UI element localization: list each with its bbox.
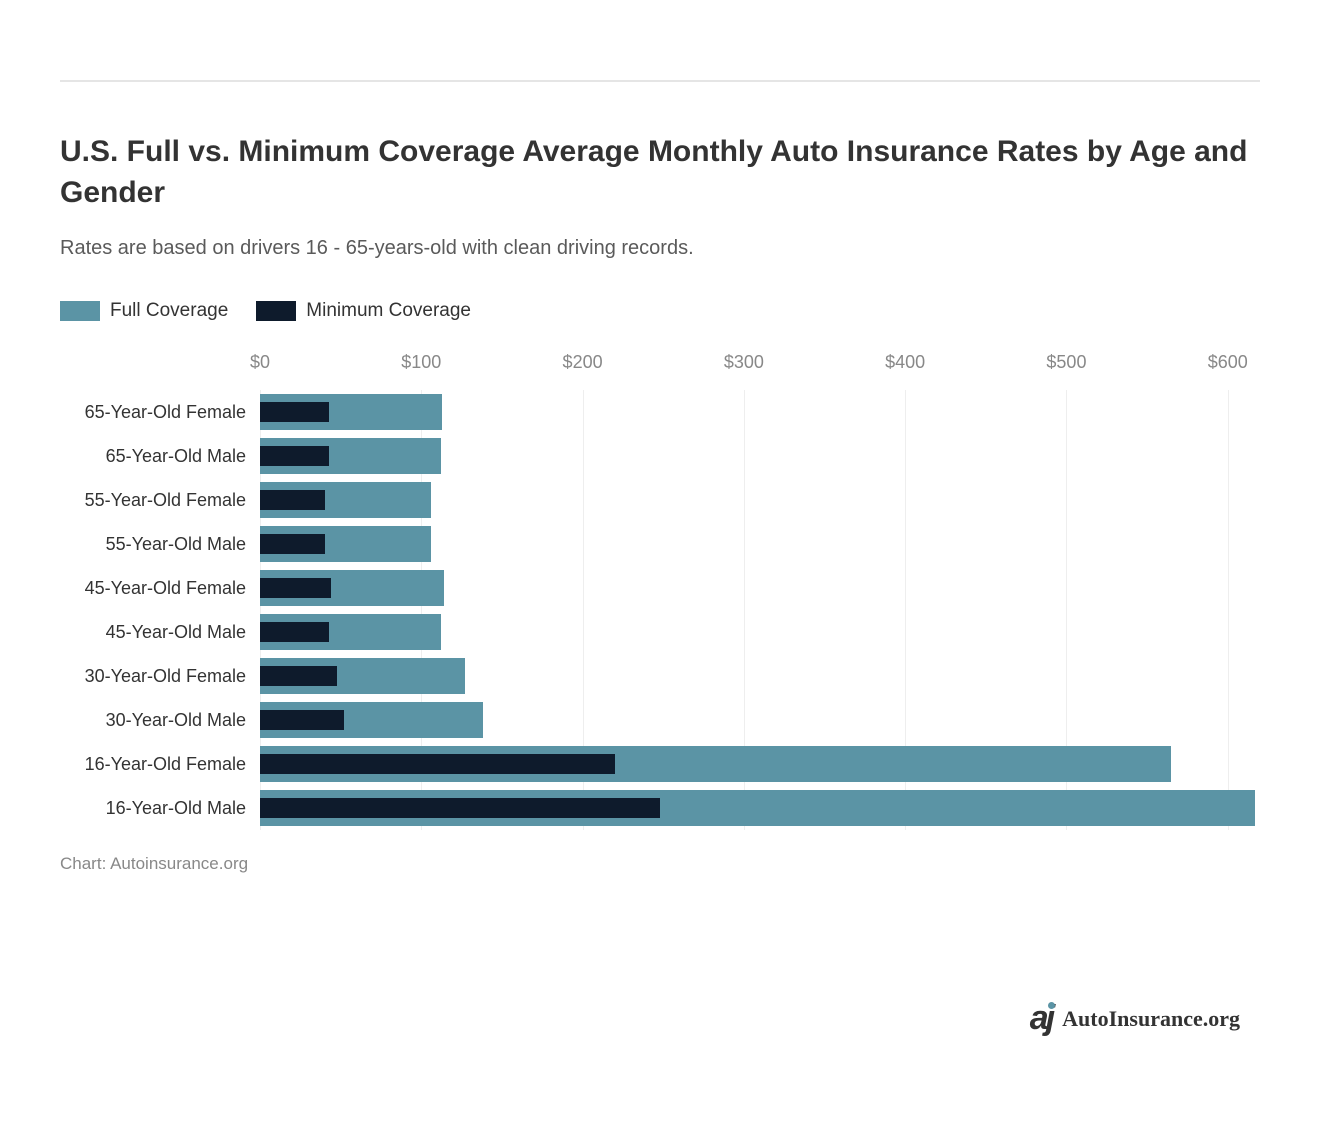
bar-row	[260, 610, 1260, 654]
bar-row	[260, 742, 1260, 786]
legend-label-min: Minimum Coverage	[306, 300, 471, 322]
brand-logo: aj AutoInsurance.org	[1030, 999, 1240, 1038]
bar-row	[260, 654, 1260, 698]
bar-min-coverage	[260, 754, 615, 774]
y-label: 16-Year-Old Female	[60, 742, 260, 786]
bar-min-coverage	[260, 710, 344, 730]
brand-name: AutoInsurance.org	[1062, 1006, 1240, 1032]
bar-row	[260, 434, 1260, 478]
legend-item-min: Minimum Coverage	[256, 300, 471, 322]
y-label: 30-Year-Old Male	[60, 698, 260, 742]
bar-row	[260, 522, 1260, 566]
bar-min-coverage	[260, 578, 331, 598]
legend-swatch-full	[60, 301, 100, 321]
y-label: 30-Year-Old Female	[60, 654, 260, 698]
x-axis-ticks: $0$100$200$300$400$500$600	[260, 352, 1260, 382]
bar-row	[260, 698, 1260, 742]
x-tick: $0	[250, 352, 270, 373]
y-label: 45-Year-Old Female	[60, 566, 260, 610]
legend-swatch-min	[256, 301, 296, 321]
x-tick: $400	[885, 352, 925, 373]
chart-area: 65-Year-Old Female65-Year-Old Male55-Yea…	[60, 352, 1260, 830]
legend: Full Coverage Minimum Coverage	[60, 300, 1260, 322]
bar-row	[260, 786, 1260, 830]
y-label: 55-Year-Old Female	[60, 478, 260, 522]
brand-mark: aj	[1030, 999, 1052, 1038]
x-tick: $100	[401, 352, 441, 373]
bar-min-coverage	[260, 402, 329, 422]
top-divider	[60, 80, 1260, 82]
x-tick: $300	[724, 352, 764, 373]
y-axis-labels: 65-Year-Old Female65-Year-Old Male55-Yea…	[60, 352, 260, 830]
bars	[260, 390, 1260, 830]
chart-subtitle: Rates are based on drivers 16 - 65-years…	[60, 237, 1260, 260]
legend-label-full: Full Coverage	[110, 300, 228, 322]
bar-min-coverage	[260, 798, 660, 818]
legend-item-full: Full Coverage	[60, 300, 228, 322]
x-tick: $600	[1208, 352, 1248, 373]
y-label: 65-Year-Old Female	[60, 390, 260, 434]
bar-min-coverage	[260, 490, 325, 510]
y-label: 16-Year-Old Male	[60, 786, 260, 830]
x-tick: $500	[1046, 352, 1086, 373]
bar-min-coverage	[260, 446, 329, 466]
bar-row	[260, 478, 1260, 522]
chart-title: U.S. Full vs. Minimum Coverage Average M…	[60, 132, 1260, 213]
y-label: 55-Year-Old Male	[60, 522, 260, 566]
bar-row	[260, 390, 1260, 434]
chart-credit: Chart: Autoinsurance.org	[60, 854, 1260, 874]
x-tick: $200	[563, 352, 603, 373]
y-label: 45-Year-Old Male	[60, 610, 260, 654]
bar-min-coverage	[260, 534, 325, 554]
bar-min-coverage	[260, 666, 337, 686]
chart-container: U.S. Full vs. Minimum Coverage Average M…	[0, 0, 1320, 914]
bar-min-coverage	[260, 622, 329, 642]
plot-area: $0$100$200$300$400$500$600	[260, 352, 1260, 830]
bar-row	[260, 566, 1260, 610]
y-label: 65-Year-Old Male	[60, 434, 260, 478]
